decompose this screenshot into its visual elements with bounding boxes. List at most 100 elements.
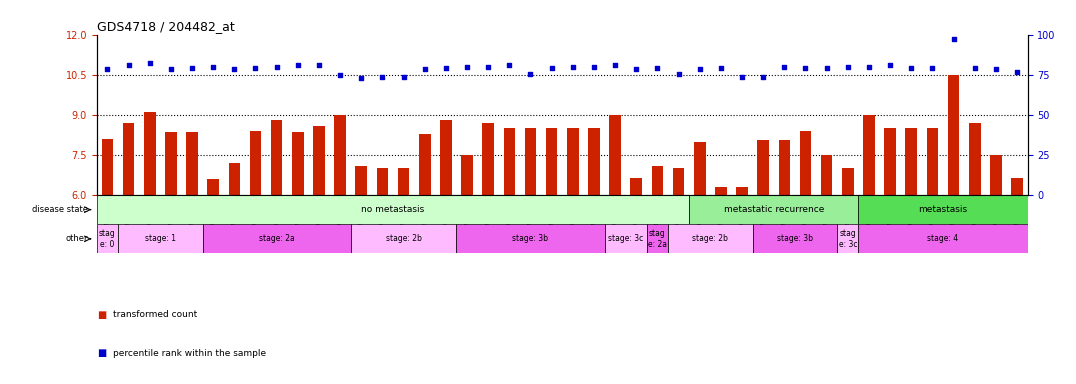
Text: stag
e: 0: stag e: 0 — [99, 229, 116, 248]
Bar — [440, 120, 452, 195]
Bar — [202, 224, 351, 253]
Bar — [186, 132, 198, 195]
Text: stage: 3b: stage: 3b — [777, 234, 812, 243]
Point — [564, 64, 581, 70]
Text: metastatic recurrence: metastatic recurrence — [723, 205, 824, 214]
Point — [881, 62, 898, 68]
Bar — [97, 195, 689, 224]
Point — [310, 62, 327, 68]
Point — [754, 73, 771, 79]
Bar — [482, 123, 494, 195]
Point — [437, 65, 454, 71]
Bar — [377, 168, 388, 195]
Point — [183, 65, 200, 71]
Point — [627, 66, 645, 73]
Point — [480, 64, 497, 70]
Bar — [859, 224, 1028, 253]
Bar — [525, 128, 536, 195]
Point — [543, 65, 561, 71]
Bar — [504, 128, 515, 195]
Point — [268, 64, 285, 70]
Bar — [605, 224, 647, 253]
Bar — [884, 128, 896, 195]
Bar — [355, 166, 367, 195]
Bar — [799, 131, 811, 195]
Text: no metastasis: no metastasis — [362, 205, 425, 214]
Point — [119, 62, 137, 68]
Text: stage: 3b: stage: 3b — [512, 234, 549, 243]
Bar — [758, 140, 769, 195]
Text: stage: 3c: stage: 3c — [608, 234, 643, 243]
Point — [226, 66, 243, 73]
Bar — [779, 140, 790, 195]
Point — [373, 73, 391, 79]
Bar — [313, 126, 325, 195]
Bar — [335, 115, 345, 195]
Point — [861, 64, 878, 70]
Point — [649, 65, 666, 71]
Bar — [837, 224, 859, 253]
Text: stag
e: 3c: stag e: 3c — [838, 229, 856, 248]
Bar — [672, 168, 684, 195]
Point — [289, 62, 307, 68]
Bar — [926, 128, 938, 195]
Point — [797, 65, 815, 71]
Bar — [118, 224, 202, 253]
Text: stage: 4: stage: 4 — [928, 234, 959, 243]
Point — [670, 71, 688, 77]
Bar — [398, 168, 409, 195]
Point — [162, 66, 180, 73]
Point — [818, 65, 835, 71]
Text: stage: 2a: stage: 2a — [258, 234, 295, 243]
Bar — [668, 224, 752, 253]
Point — [924, 65, 942, 71]
Bar — [250, 131, 261, 195]
Text: other: other — [65, 234, 87, 243]
Point — [353, 75, 370, 81]
Bar — [101, 139, 113, 195]
Bar — [208, 179, 220, 195]
Bar — [716, 187, 726, 195]
Bar — [144, 112, 156, 195]
Point — [988, 66, 1005, 73]
Bar — [821, 155, 833, 195]
Bar — [165, 132, 176, 195]
Point — [141, 60, 158, 66]
Bar — [292, 132, 303, 195]
Bar — [990, 155, 1002, 195]
Text: stage: 2b: stage: 2b — [692, 234, 728, 243]
Bar — [652, 166, 663, 195]
Point — [776, 64, 793, 70]
Bar — [905, 128, 917, 195]
Bar — [631, 178, 642, 195]
Text: ■: ■ — [97, 348, 107, 358]
Point — [99, 66, 116, 73]
Point — [522, 71, 539, 77]
Bar — [694, 142, 706, 195]
Point — [839, 64, 856, 70]
Bar — [546, 128, 557, 195]
Text: ■: ■ — [97, 310, 107, 320]
Point — [331, 72, 349, 78]
Bar — [97, 224, 118, 253]
Text: transformed count: transformed count — [113, 310, 197, 319]
Point — [458, 64, 476, 70]
Point — [945, 35, 962, 41]
Bar — [456, 224, 605, 253]
Point — [395, 73, 412, 79]
Bar — [736, 187, 748, 195]
Point — [966, 65, 983, 71]
Text: stage: 2b: stage: 2b — [385, 234, 422, 243]
Bar — [123, 123, 134, 195]
Bar — [462, 155, 472, 195]
Bar — [689, 195, 859, 224]
Bar — [609, 115, 621, 195]
Point — [500, 62, 518, 68]
Text: disease state: disease state — [31, 205, 87, 214]
Point — [246, 65, 264, 71]
Point — [607, 62, 624, 68]
Bar — [863, 115, 875, 195]
Bar — [948, 74, 960, 195]
Text: percentile rank within the sample: percentile rank within the sample — [113, 349, 266, 358]
Point — [1008, 69, 1025, 75]
